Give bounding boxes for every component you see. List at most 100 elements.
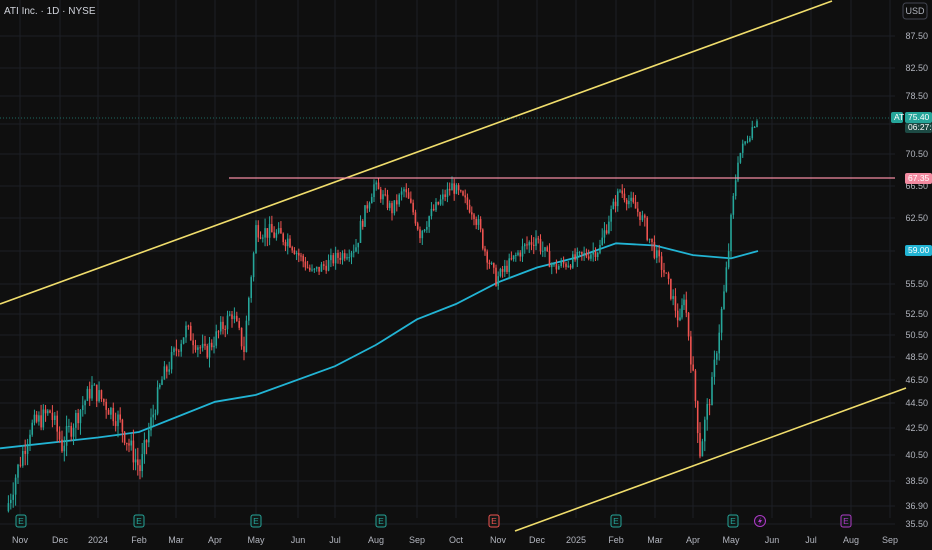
- candle-body: [58, 431, 61, 440]
- y-tick-label: 82.50: [905, 63, 928, 73]
- candle-body: [197, 347, 199, 350]
- candle-body: [683, 299, 685, 306]
- candle-body: [473, 214, 475, 220]
- candle-body: [391, 203, 393, 214]
- candle-body: [366, 205, 369, 209]
- candle-body: [233, 315, 236, 319]
- candle-body: [185, 325, 187, 338]
- resistance-label-bg: [905, 173, 932, 184]
- candle-body: [219, 321, 222, 332]
- candle-body: [581, 251, 583, 255]
- x-tick-label: Feb: [608, 535, 624, 545]
- candle-body: [117, 414, 119, 427]
- candle-body: [596, 252, 599, 258]
- candle-body: [590, 254, 592, 259]
- currency-button[interactable]: USD: [902, 2, 928, 20]
- candle-body: [286, 238, 289, 247]
- candle-body: [482, 229, 484, 249]
- candle-body: [84, 400, 86, 406]
- candle-body: [152, 414, 154, 418]
- ma-line: [0, 242, 759, 450]
- candle-body: [690, 336, 692, 365]
- candle-body: [61, 439, 63, 452]
- candle-body: [114, 421, 117, 427]
- candle-body: [546, 247, 549, 252]
- candle-body: [320, 264, 323, 272]
- candle-body: [419, 229, 421, 239]
- candle-body: [734, 180, 737, 196]
- candle-body: [70, 426, 73, 437]
- candle-body: [553, 264, 555, 266]
- candle-body: [663, 269, 665, 273]
- candle-body: [180, 343, 182, 352]
- candle-body: [93, 384, 96, 386]
- candle-body: [132, 440, 135, 463]
- y-tick-label: 48.50: [905, 352, 928, 362]
- candle-body: [484, 248, 486, 252]
- candle-body: [653, 242, 656, 258]
- candle-body: [306, 267, 309, 269]
- candle-body: [490, 263, 493, 265]
- candle-body: [396, 200, 398, 205]
- candle-body: [537, 238, 540, 240]
- candle-body: [471, 212, 473, 215]
- candle-body: [266, 228, 269, 238]
- candle-body: [587, 256, 590, 259]
- candle-body: [280, 228, 282, 234]
- candle-body: [103, 399, 105, 402]
- candle-body: [565, 263, 567, 267]
- candle-body: [442, 194, 444, 200]
- candle-body: [350, 252, 353, 258]
- candle-body: [528, 242, 531, 246]
- candle-body: [692, 364, 694, 371]
- candle-body: [558, 266, 560, 270]
- candle-body: [744, 141, 746, 144]
- candle-body: [560, 261, 562, 267]
- candle-body: [257, 225, 260, 238]
- x-tick-label: Jun: [291, 535, 306, 545]
- candle-body: [300, 255, 302, 257]
- candle-body: [213, 345, 215, 348]
- candle-body: [414, 212, 417, 224]
- earnings-marker: [250, 514, 262, 528]
- channel-lines[interactable]: [0, 0, 907, 532]
- candle-body: [250, 277, 252, 298]
- x-tick-label: May: [722, 535, 740, 545]
- candle-body: [539, 239, 542, 252]
- candle-body: [379, 189, 382, 200]
- candle-body: [170, 352, 173, 370]
- candle-body: [621, 190, 624, 194]
- candle-body: [166, 366, 168, 372]
- candle-body: [215, 331, 218, 346]
- candle-body: [658, 250, 660, 257]
- earnings-marker-label: E: [18, 516, 24, 526]
- candle-body: [252, 253, 255, 278]
- candle-body: [648, 238, 651, 240]
- candle-body: [610, 209, 612, 222]
- candle-body: [368, 203, 371, 209]
- candle-body: [667, 273, 670, 279]
- candle-body: [107, 409, 110, 415]
- candle-body: [357, 242, 360, 248]
- candle-body: [14, 477, 17, 495]
- lower-channel-line: [514, 387, 907, 532]
- candle-body: [178, 350, 180, 352]
- candle-body: [711, 376, 713, 406]
- candle-body: [521, 246, 524, 257]
- candle-body: [515, 255, 517, 257]
- candle-body: [112, 407, 115, 422]
- candle-body: [134, 459, 137, 463]
- candle-body: [386, 194, 389, 208]
- candle-body: [421, 230, 424, 239]
- candle-body: [222, 321, 224, 330]
- candle-body: [674, 296, 677, 311]
- candle-body: [63, 445, 66, 452]
- candle-body: [33, 414, 36, 423]
- candle-body: [495, 267, 497, 286]
- candle-body: [332, 255, 335, 264]
- candle-body: [51, 412, 54, 421]
- candle-body: [105, 401, 107, 410]
- candle-body: [364, 205, 366, 227]
